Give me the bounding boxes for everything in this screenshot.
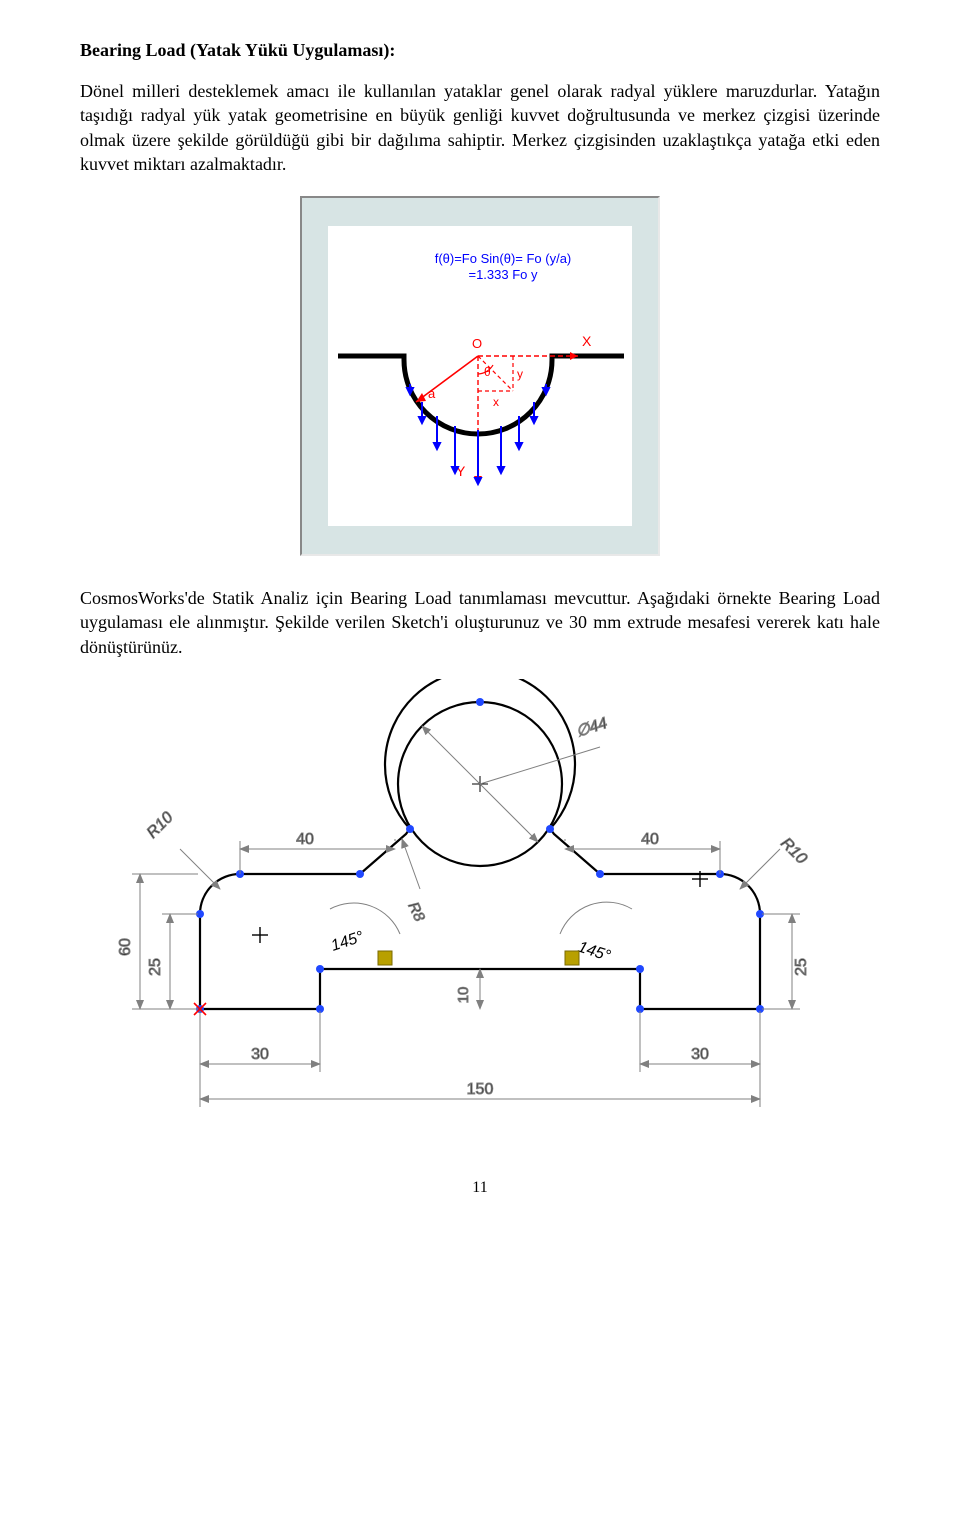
- paragraph-1: Dönel milleri desteklemek amacı ile kull…: [80, 79, 880, 176]
- sketch-outline: [200, 679, 760, 1009]
- figure-2-svg: 145° 145° 40 40 ∅44: [80, 679, 880, 1139]
- figure-1-panel: f(θ)=Fo Sin(θ)= Fo (y/a) =1.333 Fo y O X: [300, 196, 660, 556]
- radial-a-arrow: [416, 393, 426, 402]
- radial-a: [416, 356, 478, 402]
- formula-line2: =1.333 Fo y: [468, 267, 537, 282]
- dim-25-left: 25: [147, 958, 164, 976]
- dim-30-left: 30: [251, 1046, 269, 1063]
- angle-right: 145°: [576, 939, 613, 966]
- figure-1-inner: f(θ)=Fo Sin(θ)= Fo (y/a) =1.333 Fo y O X: [328, 226, 632, 526]
- dim-dia: ∅44: [574, 715, 610, 741]
- x-axis-label: X: [582, 333, 592, 349]
- dim-a: a: [428, 386, 436, 401]
- section-title: Bearing Load (Yatak Yükü Uygulaması):: [80, 40, 880, 61]
- center-label: O: [472, 336, 482, 351]
- dim-r8: R8: [404, 900, 428, 925]
- figure-1-formula: f(θ)=Fo Sin(θ)= Fo (y/a) =1.333 Fo y: [423, 251, 583, 284]
- sketch-nodes: [196, 698, 764, 1013]
- bearing-profile: [338, 356, 624, 434]
- dim-r10-left: R10: [144, 809, 177, 842]
- plus-markers: [252, 871, 708, 943]
- tol-box-left: [378, 951, 392, 965]
- dimensions: 40 40 ∅44 R10 R10 R8: [117, 715, 810, 1107]
- x-axis-arrowhead: [570, 352, 578, 360]
- angle-dims: 145° 145°: [329, 902, 632, 965]
- formula-line1: f(θ)=Fo Sin(θ)= Fo (y/a): [435, 251, 572, 266]
- page-number: 11: [80, 1179, 880, 1197]
- dim-40-right: 40: [641, 831, 659, 848]
- dim-60: 60: [117, 938, 134, 956]
- figure-2-wrap: 145° 145° 40 40 ∅44: [80, 679, 880, 1139]
- tol-box-right: [565, 951, 579, 965]
- dim-x: x: [493, 395, 499, 409]
- dim-25-right: 25: [793, 958, 810, 976]
- figure-1-wrap: f(θ)=Fo Sin(θ)= Fo (y/a) =1.333 Fo y O X: [80, 196, 880, 556]
- angle-left: 145°: [329, 928, 366, 955]
- dim-y: y: [517, 367, 523, 381]
- dim-40-left: 40: [296, 831, 314, 848]
- theta-label: θ: [484, 365, 491, 379]
- dim-r10-right: R10: [777, 835, 810, 868]
- y-axis-label: Y: [456, 463, 466, 479]
- dim-10: 10: [455, 987, 472, 1004]
- dim-30-right: 30: [691, 1046, 709, 1063]
- paragraph-2: CosmosWorks'de Statik Analiz için Bearin…: [80, 586, 880, 659]
- dim-150: 150: [467, 1081, 494, 1098]
- page-root: Bearing Load (Yatak Yükü Uygulaması): Dö…: [0, 0, 960, 1257]
